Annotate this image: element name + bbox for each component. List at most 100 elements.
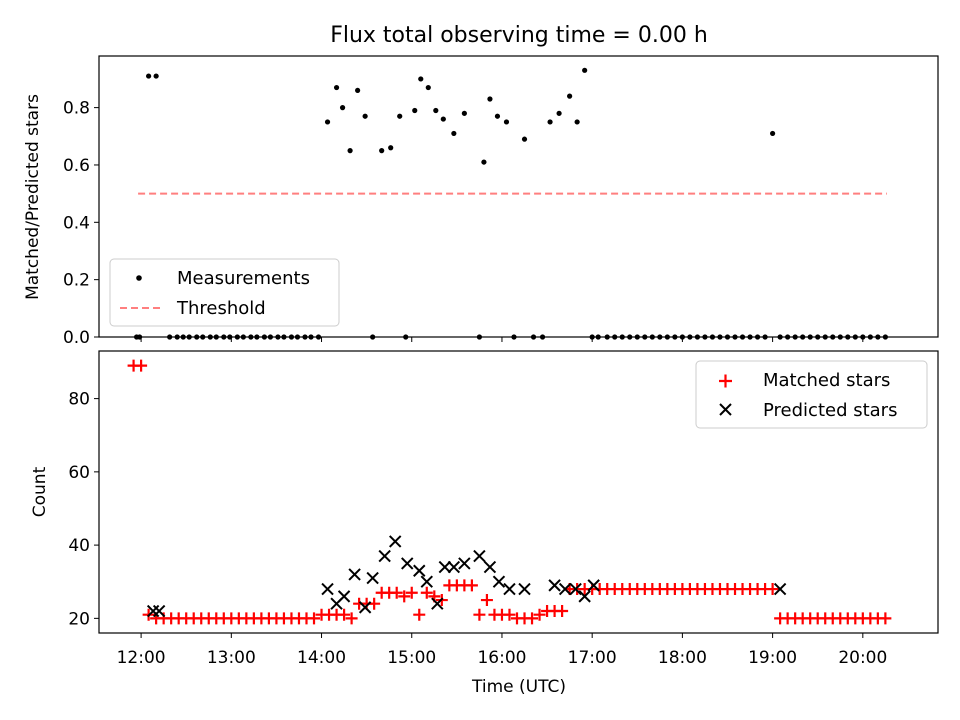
y-tick-label: 0.0	[63, 328, 90, 348]
matched-star-point	[345, 612, 358, 625]
measurement-point	[412, 107, 418, 114]
chart-title: Flux total observing time = 0.00 h	[330, 23, 708, 48]
matched-star-point	[420, 586, 433, 599]
matched-star-point	[556, 605, 569, 618]
matched-star-point	[480, 594, 493, 607]
y-tick-label: 0.8	[63, 99, 90, 119]
measurement-point	[574, 119, 580, 125]
predicted-star-point	[348, 568, 361, 581]
matched-star-point	[308, 612, 321, 625]
x-axis-ticks: 12:00 13:00 14:00 15:00 16:00 17:00 18:00 19:00…	[117, 633, 887, 668]
predicted-star-point	[458, 557, 471, 570]
x-tick-label: 20:00	[838, 648, 887, 668]
matched-star-point	[135, 359, 148, 372]
predicted-star-point	[473, 549, 486, 563]
measurement-point	[324, 119, 331, 125]
plot-frame	[98, 350, 939, 634]
measurement-point	[582, 67, 588, 73]
predicted-star-point	[569, 582, 582, 596]
y-tick-label: 60	[68, 463, 90, 483]
measurement-point	[481, 159, 487, 165]
predicted-star-point	[420, 575, 433, 588]
y-tick-label: 0.4	[63, 213, 90, 233]
measurement-point	[556, 110, 562, 116]
measurement-point	[397, 113, 403, 119]
matched-star-point	[398, 590, 411, 603]
measurement-point	[355, 87, 361, 94]
predicted-star-point	[587, 579, 600, 592]
y-axis-label: Matched/Predicted stars	[23, 94, 43, 300]
predicted-star-marks	[146, 535, 787, 618]
measurement-point	[425, 84, 431, 91]
predicted-star-point	[401, 557, 414, 570]
measurement-point	[494, 113, 501, 119]
legend-marker-predicted	[719, 403, 732, 416]
legend-box	[695, 360, 928, 429]
y-tick-label: 80	[68, 390, 90, 410]
legend-marker-measurements	[136, 275, 142, 281]
legend: Matched stars Predicted stars	[695, 360, 928, 429]
measurement-point	[153, 73, 159, 79]
predicted-star-point	[321, 582, 334, 596]
measurement-point	[487, 96, 493, 102]
predicted-star-point	[413, 564, 426, 577]
y-tick-label: 0.2	[63, 271, 90, 291]
x-axis-label: Time (UTC)	[471, 677, 566, 697]
y-axis-label: Count	[30, 466, 50, 517]
x-tick-label: 13:00	[207, 648, 256, 668]
plot-frame	[98, 55, 939, 338]
predicted-star-point	[492, 575, 506, 588]
matched-star-point	[526, 612, 539, 625]
y-axis-ticks: 20 40 60 80	[68, 390, 99, 629]
predicted-star-point	[578, 590, 591, 603]
legend-box	[109, 258, 340, 327]
legend-label-threshold: Threshold	[176, 298, 266, 319]
predicted-star-point	[483, 560, 497, 574]
predicted-star-point	[548, 579, 561, 592]
x-tick-label: 18:00	[658, 648, 707, 668]
legend: Measurements Threshold	[109, 258, 340, 327]
matched-star-point	[766, 583, 779, 596]
measurement-point	[503, 119, 510, 125]
measurement-point	[547, 119, 553, 125]
matched-star-point	[473, 608, 486, 621]
predicted-star-point	[773, 582, 787, 596]
legend-label-measurements: Measurements	[177, 268, 310, 289]
predicted-star-point	[438, 560, 452, 574]
x-tick-label: 19:00	[748, 648, 797, 668]
measurement-point	[388, 145, 394, 151]
matched-star-point	[465, 579, 478, 592]
measurement-point	[339, 105, 346, 111]
matched-star-point	[390, 586, 403, 599]
x-tick-label: 15:00	[387, 648, 436, 668]
predicted-star-point	[431, 597, 444, 610]
x-axis-ticks	[140, 337, 864, 342]
measurement-point	[418, 76, 424, 82]
predicted-star-point	[447, 560, 461, 574]
y-axis-ticks: 0.0 0.2 0.4 0.6 0.8	[63, 99, 99, 348]
star-count-panel: Count Time (UTC) 20 40 60 80 12:00 13:00 14:0…	[30, 350, 939, 697]
predicted-star-point	[366, 571, 379, 585]
x-tick-label: 14:00	[297, 648, 346, 668]
x-tick-label: 17:00	[568, 648, 617, 668]
matched-star-point	[405, 586, 418, 599]
y-tick-label: 0.6	[63, 156, 90, 176]
predicted-star-point	[378, 549, 391, 563]
measurement-point	[521, 136, 528, 142]
predicted-star-point	[152, 604, 166, 618]
measurement-point	[379, 148, 385, 154]
predicted-star-point	[337, 590, 351, 603]
measurement-point	[440, 116, 446, 122]
predicted-star-point	[503, 582, 516, 596]
matched-star-point	[338, 608, 351, 621]
matched-star-point	[879, 612, 892, 625]
predicted-star-point	[358, 601, 372, 614]
x-tick-label: 16:00	[477, 648, 526, 668]
x-tick-label: 12:00	[117, 648, 166, 668]
predicted-star-point	[388, 535, 402, 548]
measurement-point	[461, 110, 467, 116]
measurement-point	[433, 107, 439, 114]
matched-star-point	[413, 608, 426, 621]
matched-star-point	[503, 608, 516, 621]
